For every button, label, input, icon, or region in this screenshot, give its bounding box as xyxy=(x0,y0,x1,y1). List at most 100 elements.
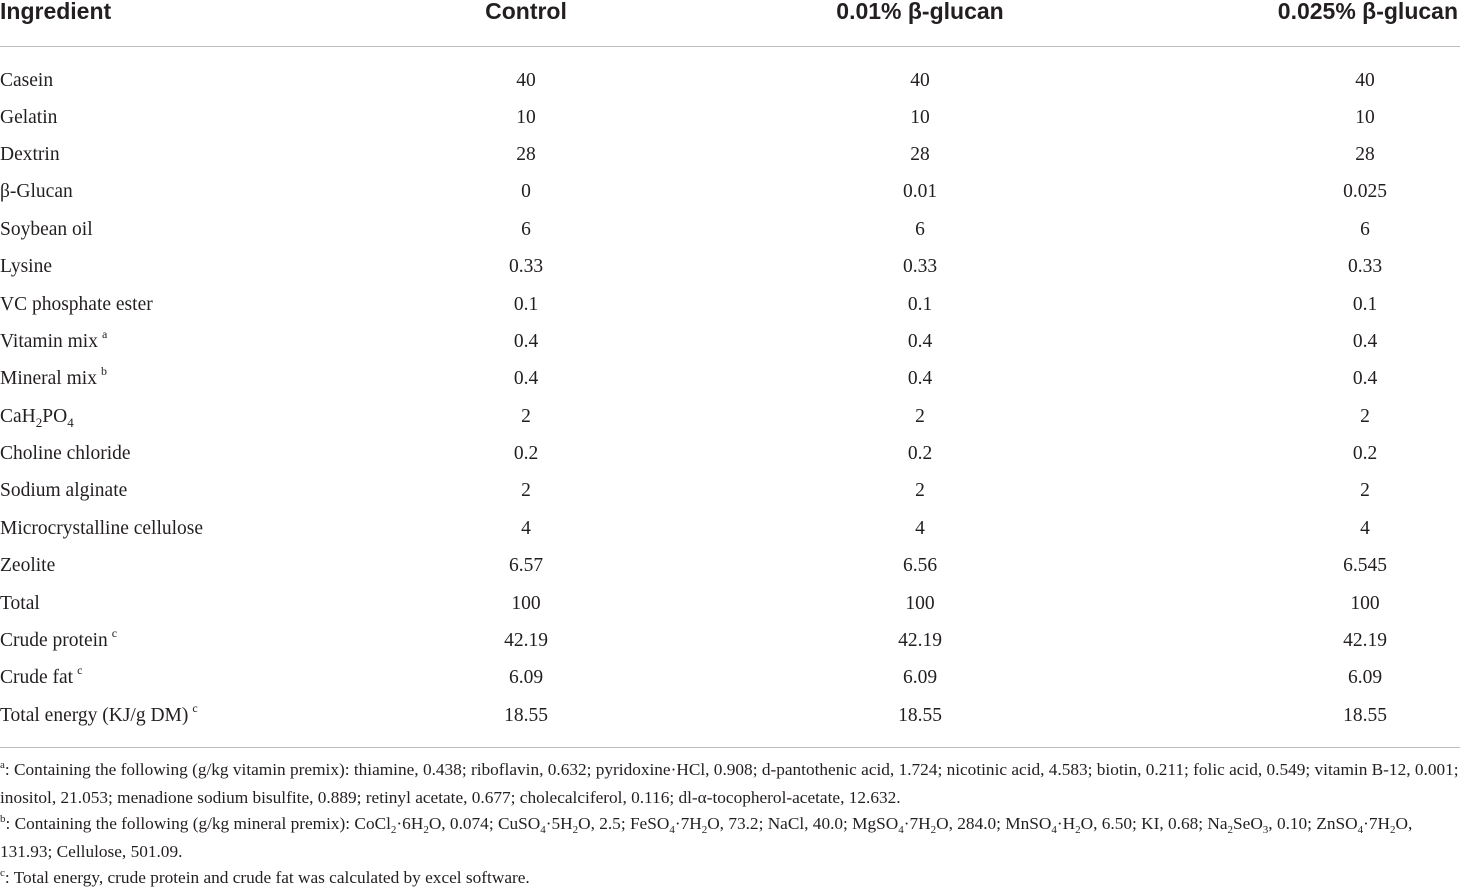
glucan-001-value-cell: 42.19 xyxy=(898,630,942,651)
control-value-cell: 0.4 xyxy=(513,331,539,352)
footnote-marker: b xyxy=(100,364,107,378)
table-row: Crude protein c 42.19 42.19 42.19 xyxy=(0,626,1460,660)
glucan-001-value-cell: 6 xyxy=(915,219,925,240)
ingredient-name-cell: Soybean oil xyxy=(0,217,93,243)
glucan-0025-value-cell: 0.4 xyxy=(1352,368,1378,389)
ingredient-name-cell: Crude fat c xyxy=(0,663,83,692)
glucan-001-value-cell: 2 xyxy=(915,480,925,501)
ingredient-name: Vitamin mix xyxy=(0,331,98,352)
glucan-0025-value-cell: 6.545 xyxy=(1343,555,1387,576)
glucan-0025-value-cell: 0.4 xyxy=(1352,331,1378,352)
ingredient-name: Gelatin xyxy=(0,107,58,128)
ingredient-name: Total energy (KJ/g DM) xyxy=(0,705,189,726)
ingredient-name: Lysine xyxy=(0,256,52,277)
control-value-cell: 0.33 xyxy=(508,256,544,277)
ingredient-name-cell: Casein xyxy=(0,68,53,94)
header-glucan-001: 0.01% β-glucan xyxy=(836,0,1004,24)
control-value-cell: 6.09 xyxy=(508,667,544,688)
control-value-cell: 6.57 xyxy=(508,555,544,576)
ingredient-name: Choline chloride xyxy=(0,443,131,464)
table-row: Dextrin 28 28 28 xyxy=(0,142,1460,174)
footnote-a: a: Containing the following (g/kg vitami… xyxy=(0,757,1460,811)
glucan-001-value-cell: 0.01 xyxy=(902,181,938,202)
glucan-0025-value-cell: 2 xyxy=(1360,406,1370,427)
glucan-0025-value-cell: 4 xyxy=(1360,518,1370,539)
header-ingredient: Ingredient xyxy=(0,0,112,24)
glucan-001-value-cell: 18.55 xyxy=(898,705,942,726)
table-bottom-divider xyxy=(0,747,1460,748)
ingredient-name: Crude fat xyxy=(0,667,74,688)
footnote-c-text: : Total energy, crude protein and crude … xyxy=(4,868,530,887)
footnote-marker: c xyxy=(77,663,83,677)
control-value-cell: 0.4 xyxy=(513,368,539,389)
glucan-0025-value-cell: 0.2 xyxy=(1352,443,1378,464)
glucan-0025-value-cell: 0.33 xyxy=(1347,256,1383,277)
ingredient-name: Dextrin xyxy=(0,144,60,165)
header-control: Control xyxy=(485,0,567,24)
glucan-0025-value-cell: 0.1 xyxy=(1352,294,1378,315)
glucan-0025-value-cell: 42.19 xyxy=(1343,630,1387,651)
footnote-b: b: Containing the following (g/kg minera… xyxy=(0,811,1460,865)
glucan-001-value-cell: 6.09 xyxy=(902,667,938,688)
glucan-001-value-cell: 0.2 xyxy=(907,443,933,464)
control-value-cell: 18.55 xyxy=(504,705,548,726)
glucan-0025-value-cell: 100 xyxy=(1350,593,1380,614)
table-row: Lysine 0.33 0.33 0.33 xyxy=(0,254,1460,286)
footnote-a-text: : Containing the following (g/kg vitamin… xyxy=(0,760,1459,807)
footnotes: a: Containing the following (g/kg vitami… xyxy=(0,757,1460,893)
ingredient-name-cell: Choline chloride xyxy=(0,441,131,467)
ingredient-name-cell: CaH2PO4 xyxy=(0,404,74,431)
ingredient-name: CaH2PO4 xyxy=(0,406,74,430)
footnote-b-text: : Containing the following (g/kg mineral… xyxy=(0,814,1413,861)
ingredient-name: Soybean oil xyxy=(0,219,93,240)
control-value-cell: 28 xyxy=(516,144,536,165)
footnote-marker: c xyxy=(192,701,198,715)
table-row: β-Glucan 0 0.01 0.025 xyxy=(0,179,1460,211)
glucan-0025-value-cell: 0.025 xyxy=(1343,181,1387,202)
ingredient-name-cell: Zeolite xyxy=(0,553,55,579)
ingredient-name: Zeolite xyxy=(0,555,56,576)
glucan-0025-value-cell: 18.55 xyxy=(1343,705,1387,726)
footnote-marker: c xyxy=(111,626,118,640)
control-value-cell: 40 xyxy=(516,70,536,91)
ingredient-name: Casein xyxy=(0,70,54,91)
table-row: Sodium alginate 2 2 2 xyxy=(0,478,1460,510)
control-value-cell: 100 xyxy=(511,593,541,614)
ingredient-name-cell: Crude protein c xyxy=(0,626,118,655)
ingredient-name-cell: Lysine xyxy=(0,254,52,280)
glucan-001-value-cell: 6.56 xyxy=(902,555,938,576)
glucan-001-value-cell: 40 xyxy=(910,70,930,91)
glucan-0025-value-cell: 28 xyxy=(1355,144,1375,165)
table-row: Total 100 100 100 xyxy=(0,591,1460,623)
glucan-001-value-cell: 0.33 xyxy=(902,256,938,277)
glucan-001-value-cell: 0.4 xyxy=(907,368,933,389)
glucan-001-value-cell: 2 xyxy=(915,406,925,427)
ingredient-name-cell: Sodium alginate xyxy=(0,478,127,504)
table-row: Zeolite 6.57 6.56 6.545 xyxy=(0,553,1460,585)
ingredient-name: Mineral mix xyxy=(0,368,97,389)
control-value-cell: 4 xyxy=(521,518,531,539)
table-row: Mineral mix b 0.4 0.4 0.4 xyxy=(0,364,1460,398)
glucan-001-value-cell: 100 xyxy=(905,593,935,614)
control-value-cell: 2 xyxy=(521,480,531,501)
table-row: Total energy (KJ/g DM) c 18.55 18.55 18.55 xyxy=(0,701,1460,735)
ingredient-name: Total xyxy=(0,593,40,614)
footnote-marker: a xyxy=(101,327,108,341)
ingredient-name-cell: Total xyxy=(0,591,40,617)
control-value-cell: 2 xyxy=(521,406,531,427)
ingredient-name-cell: Dextrin xyxy=(0,142,60,168)
table-row: Vitamin mix a 0.4 0.4 0.4 xyxy=(0,327,1460,361)
ingredient-name: Microcrystalline cellulose xyxy=(0,518,204,539)
footnote-b-mark: b xyxy=(0,813,6,825)
ingredient-name: β-Glucan xyxy=(0,181,73,202)
glucan-001-value-cell: 28 xyxy=(910,144,930,165)
table-header-row: Ingredient Control 0.01% β-glucan 0.025%… xyxy=(0,0,1460,26)
table-row: Microcrystalline cellulose 4 4 4 xyxy=(0,516,1460,548)
footnote-c: c: Total energy, crude protein and crude… xyxy=(0,865,1460,893)
control-value-cell: 0.2 xyxy=(513,443,539,464)
ingredient-name-cell: β-Glucan xyxy=(0,179,73,205)
table-row: Crude fat c 6.09 6.09 6.09 xyxy=(0,663,1460,697)
ingredient-name: VC phosphate ester xyxy=(0,294,153,315)
control-value-cell: 10 xyxy=(516,107,536,128)
